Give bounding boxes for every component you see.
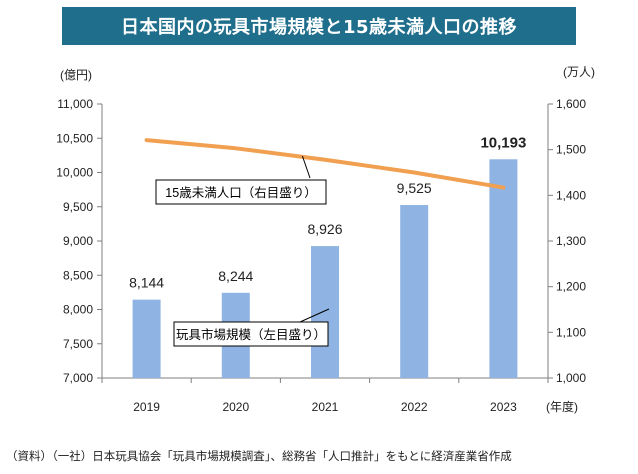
bar xyxy=(311,246,339,378)
left-tick-label: 8,000 xyxy=(63,303,93,317)
bar-callout-box xyxy=(173,321,329,347)
bar xyxy=(400,205,429,378)
bar-value-label: 9,525 xyxy=(397,180,432,196)
bar-value-label: 10,193 xyxy=(480,134,526,151)
left-axis-unit: (億円) xyxy=(60,68,92,82)
x-axis: 2019 2020 2021 2022 2023 xyxy=(101,377,549,414)
x-tick-label: 2022 xyxy=(401,400,428,414)
line-series xyxy=(144,138,506,190)
right-axis-unit: (万人) xyxy=(563,65,595,79)
left-tick-label: 9,000 xyxy=(63,234,93,248)
bar-value-label: 8,926 xyxy=(307,221,342,237)
series-callouts: 15歳未満人口（右目盛り） 玩具市場規模（左目盛り） xyxy=(155,155,330,347)
bar-value-label: 8,144 xyxy=(129,275,164,291)
x-tick-label: 2020 xyxy=(222,400,249,414)
bar-callout-leader xyxy=(299,308,330,323)
bar xyxy=(489,159,518,378)
source-note: （資料）（一社）日本玩具協会「玩具市場規模調査」、総務省「人口推計」をもとに経済… xyxy=(6,449,512,463)
x-axis-unit: (年度) xyxy=(546,399,578,414)
line-point xyxy=(413,172,415,173)
left-tick-label: 7,000 xyxy=(63,371,93,385)
left-tick-label: 7,500 xyxy=(63,337,93,351)
line-point xyxy=(502,187,504,189)
right-tick-label: 1,000 xyxy=(556,371,586,385)
line-point xyxy=(146,139,148,141)
left-tick-label: 10,500 xyxy=(56,131,93,145)
left-tick-label: 8,500 xyxy=(63,268,93,282)
x-tick-label: 2023 xyxy=(490,400,517,414)
bar-value-label: 8,244 xyxy=(218,268,253,284)
right-tick-label: 1,300 xyxy=(556,234,586,248)
bar xyxy=(132,299,161,378)
left-tick-label: 11,000 xyxy=(57,97,93,111)
line-callout-box xyxy=(155,179,327,205)
bar-series xyxy=(132,159,518,378)
right-tick-label: 1,400 xyxy=(556,188,586,202)
line-point xyxy=(235,147,237,149)
chart-title: 日本国内の玩具市場規模と15歳未満人口の推移 xyxy=(62,7,576,45)
left-axis: 7,000 7,500 8,000 8,500 9,000 9,500 10,000 10,5… xyxy=(56,97,103,385)
line-point xyxy=(324,159,326,161)
right-tick-label: 1,200 xyxy=(556,280,586,294)
x-tick-label: 2019 xyxy=(133,400,160,414)
right-tick-label: 1,600 xyxy=(556,97,586,111)
bar-series-name: 玩具市場規模（左目盛り） xyxy=(176,327,326,342)
left-tick-label: 10,000 xyxy=(56,166,93,180)
right-axis: 1,000 1,100 1,200 1,300 1,400 1,500 1,600 xyxy=(547,97,586,385)
line-series-name: 15歳未満人口（右目盛り） xyxy=(165,185,316,200)
bar-data-labels: 8,144 8,244 8,926 9,525 10,193 xyxy=(129,134,526,290)
left-tick-label: 9,500 xyxy=(63,200,93,214)
right-tick-label: 1,500 xyxy=(556,143,586,157)
right-tick-label: 1,100 xyxy=(556,325,586,339)
x-tick-label: 2021 xyxy=(312,400,339,414)
line-callout-leader xyxy=(301,155,311,179)
